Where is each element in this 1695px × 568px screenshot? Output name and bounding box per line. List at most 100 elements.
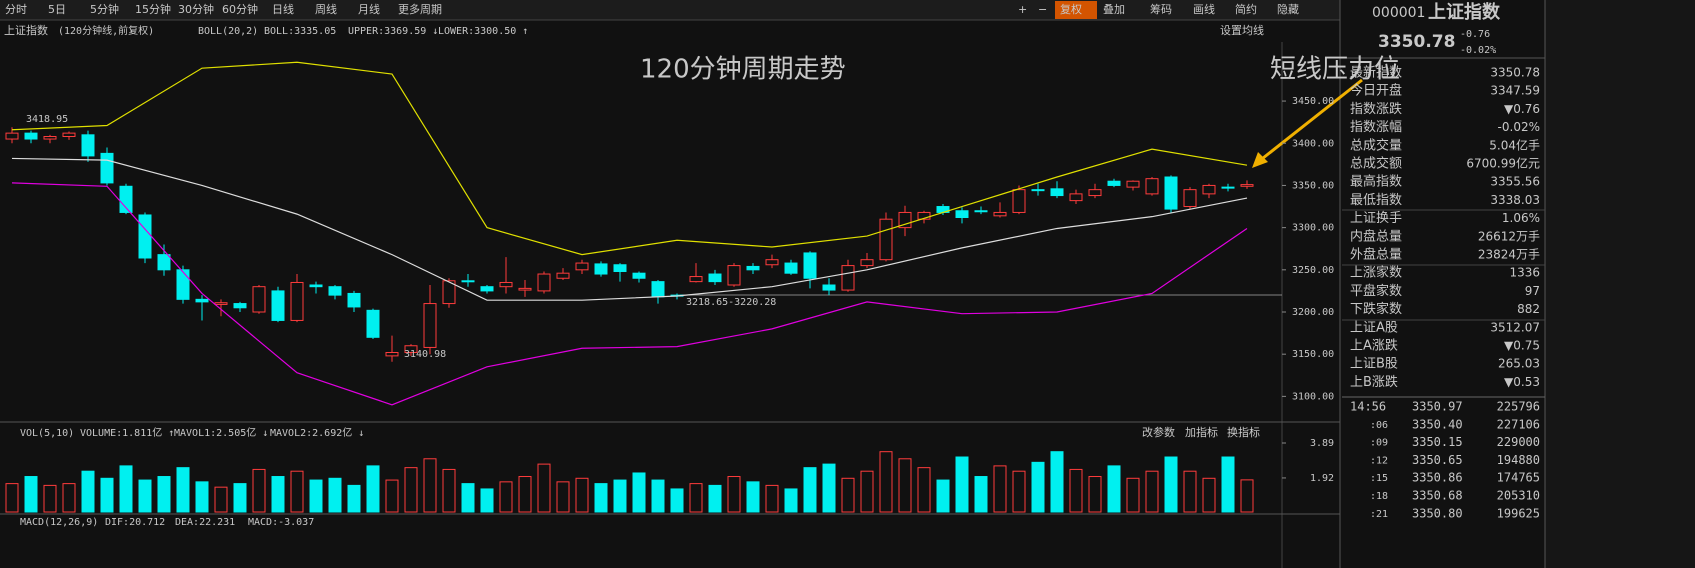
candle-body [290, 281, 304, 321]
tick-price: 3350.86 [1412, 471, 1463, 485]
arrow-head [1252, 152, 1268, 168]
period-button[interactable]: 15分钟 [135, 2, 171, 16]
quote-value: 1336 [1509, 266, 1540, 280]
quote-value: ▼0.75 [1504, 339, 1540, 353]
period-button[interactable]: 分时 [5, 3, 27, 16]
candle-body [784, 262, 798, 274]
quote-value: 882 [1517, 302, 1540, 316]
volume-bar [1221, 456, 1235, 513]
period-button[interactable]: 日线 [272, 2, 294, 16]
tick-price: 3350.97 [1412, 400, 1463, 414]
volume-bar [1107, 465, 1121, 513]
tick-price: 3350.65 [1412, 453, 1463, 467]
quote-label: 上涨家数 [1350, 265, 1402, 281]
quote-value: ▼0.76 [1504, 102, 1540, 116]
candle-body [309, 284, 323, 288]
tool-button[interactable]: − [1038, 3, 1047, 16]
tool-button[interactable]: + [1018, 3, 1027, 16]
tool-button[interactable]: 叠加 [1103, 3, 1125, 16]
volume-bar [955, 456, 969, 513]
quote-value: -0.02% [1498, 120, 1540, 134]
candle-body [632, 272, 646, 279]
volume-bar [328, 477, 342, 513]
band-line [11, 61, 1248, 256]
macd-value: MACD:-3.037 [248, 517, 314, 528]
candle-body [917, 211, 931, 220]
y-tick-label: 1.92 [1310, 473, 1334, 484]
volume-bar [461, 483, 475, 513]
tool-button[interactable]: 筹码 [1150, 2, 1172, 16]
candle-body [575, 262, 589, 271]
tool-button[interactable]: 复权 [1060, 2, 1082, 16]
candle-body [157, 254, 171, 271]
arrow [1257, 78, 1363, 164]
quote-label: 下跌家数 [1350, 301, 1402, 317]
period-button[interactable]: 更多周期 [398, 2, 442, 16]
indicator-button[interactable]: 改参数 [1142, 425, 1175, 439]
quote-label: 上证B股 [1350, 357, 1398, 372]
period-button[interactable]: 5日 [48, 3, 66, 16]
candle-body [1126, 180, 1140, 188]
volume-bar [176, 467, 190, 513]
candle-body [271, 290, 285, 321]
change: -0.76 [1460, 29, 1490, 40]
volume-bar [1069, 468, 1083, 513]
tool-button[interactable]: 隐藏 [1277, 3, 1299, 16]
range-label: 3218.65-3220.28 [686, 297, 776, 308]
y-tick-label: 3100.00 [1292, 391, 1334, 402]
y-tick-label: 3450.00 [1292, 96, 1334, 107]
toolbar [0, 0, 1340, 20]
volume-bar [613, 479, 627, 513]
period-button[interactable]: 周线 [315, 2, 337, 16]
volume-bar [936, 479, 950, 513]
volume-bar [1240, 479, 1254, 513]
quote-value: 1.06% [1502, 211, 1540, 225]
quote-label: 上A涨跌 [1350, 338, 1398, 354]
candle-body [518, 287, 532, 291]
y-tick-label: 3150.00 [1292, 349, 1334, 360]
candle-body [860, 259, 874, 267]
candle-body [214, 302, 228, 305]
volume-bar [157, 476, 171, 513]
candle-body [1183, 189, 1197, 208]
period-button[interactable]: 60分钟 [222, 2, 258, 16]
indicator-button[interactable]: 加指标 [1185, 425, 1218, 439]
change-pct: -0.02% [1460, 45, 1496, 56]
volume-bar [480, 488, 494, 513]
mavol2: MAVOL2:2.692亿 ↓ [270, 426, 364, 439]
quote-label: 指数涨幅 [1350, 120, 1402, 135]
lower-value: LOWER:3300.50 ↑ [438, 26, 528, 37]
period-button[interactable]: 5分钟 [90, 2, 119, 16]
tick-volume: 227106 [1497, 417, 1540, 431]
quote-label: 上证换手 [1350, 211, 1402, 226]
y-tick-label: 3300.00 [1292, 223, 1334, 234]
quote-label: 外盘总量 [1350, 247, 1402, 263]
candle-body [423, 303, 437, 348]
tick-volume: 225796 [1497, 400, 1540, 414]
quote-value: 26612万手 [1478, 229, 1540, 243]
indicator-button[interactable]: 换指标 [1227, 425, 1260, 439]
volume-bar [1012, 470, 1026, 513]
quote-label: 总成交额 [1350, 156, 1402, 172]
tool-button[interactable]: 简约 [1235, 2, 1257, 16]
tool-button[interactable]: 画线 [1193, 2, 1215, 16]
band-line [11, 182, 1248, 406]
quote-value: 265.03 [1498, 357, 1540, 371]
candle-body [1240, 184, 1254, 187]
settings[interactable]: 设置均线 [1220, 23, 1264, 37]
candle-body [366, 309, 380, 338]
low-label: 3140.98 [404, 349, 446, 360]
active-tool [1055, 1, 1097, 19]
period-button[interactable]: 30分钟 [178, 2, 214, 16]
period-button[interactable]: 月线 [358, 2, 380, 16]
candle-body [556, 272, 570, 279]
volume-bar [499, 481, 513, 513]
volume-bar [81, 470, 95, 513]
volume-bar [366, 465, 380, 513]
indicator: BOLL(20,2) [198, 26, 258, 37]
volume-bar [5, 483, 19, 513]
y-tick-label: 3400.00 [1292, 138, 1334, 149]
candle-body [24, 132, 38, 140]
volume-bar [138, 479, 152, 513]
candle-body [176, 269, 190, 300]
